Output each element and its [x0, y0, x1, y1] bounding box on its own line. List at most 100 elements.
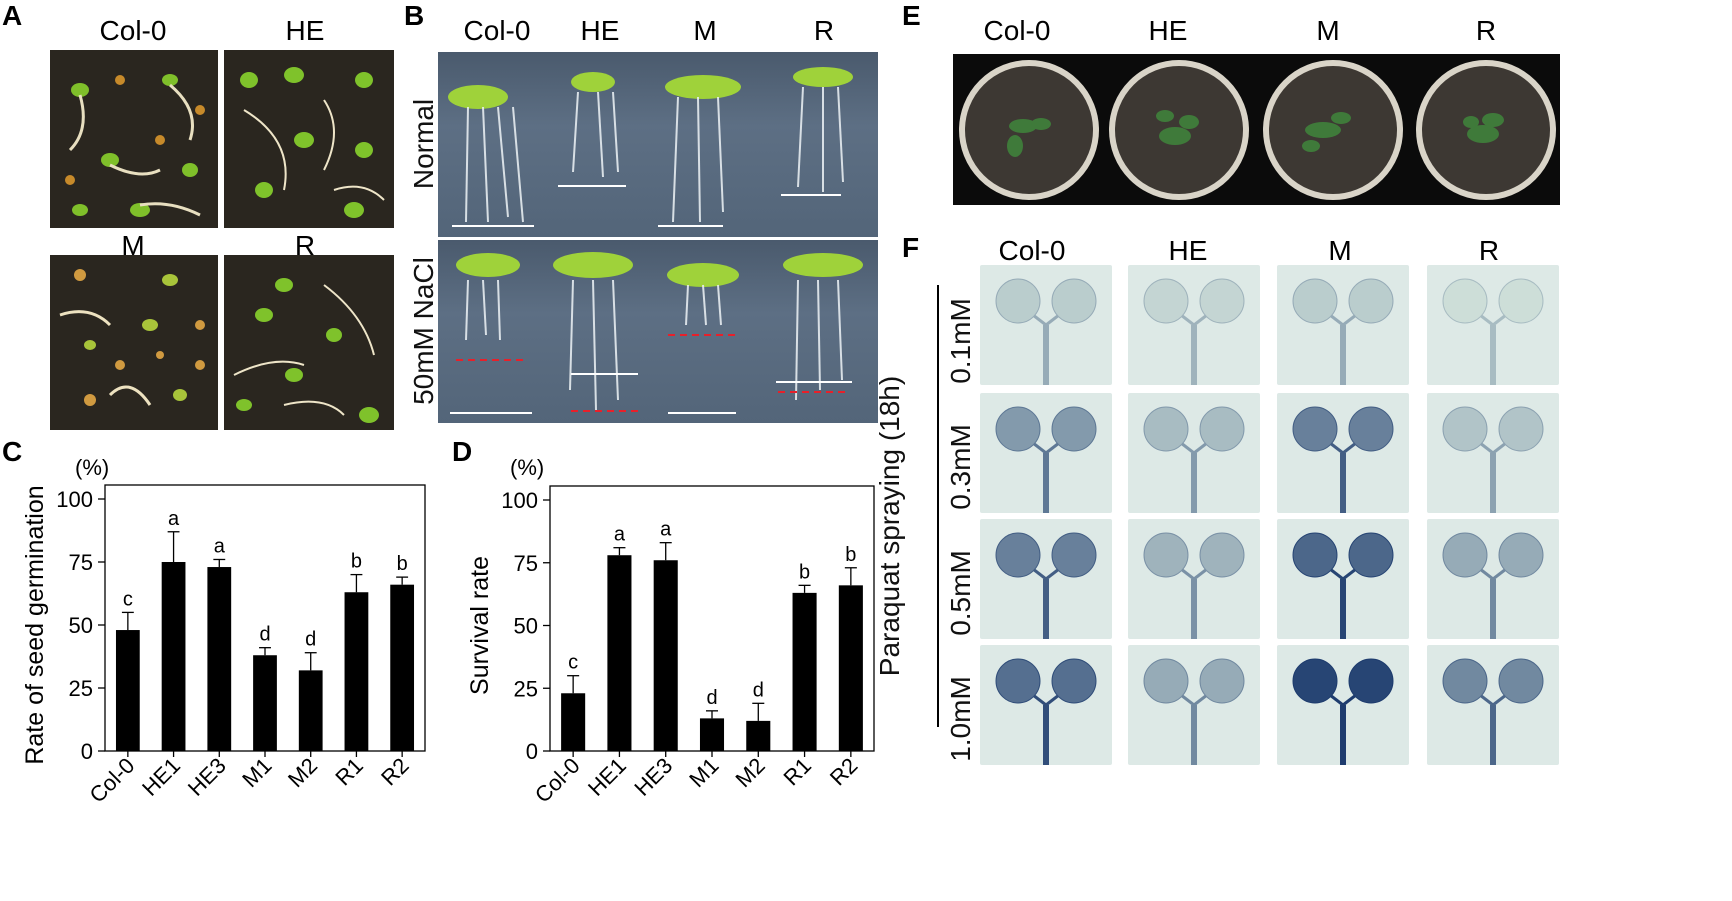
significance-letter: a	[214, 535, 226, 557]
cotyledon-leaf	[1199, 406, 1245, 452]
cotyledon-leaf	[995, 406, 1041, 452]
x-tick-label: M2	[283, 753, 322, 792]
cotyledon-leaf	[1292, 658, 1338, 704]
cotyledon-leaf	[1051, 278, 1097, 324]
panel-f-row-wrap-3: 1.0mM	[945, 668, 976, 768]
cotyledon-leaf	[1348, 532, 1394, 578]
panel-e-label-col0: Col-0	[983, 15, 1051, 46]
panel-f-row-wrap-0: 0.1mM	[945, 290, 976, 390]
y-tick-label: 0	[526, 739, 538, 764]
seedling-photo-he	[224, 50, 394, 228]
stained-seedling-photo	[1277, 265, 1409, 385]
panel-label-a: A	[2, 0, 23, 31]
cotyledon-leaf	[1199, 278, 1245, 324]
panel-a-label-col0: Col-0	[99, 15, 167, 46]
significance-letter: c	[123, 588, 133, 610]
stained-seedling-drawing	[1292, 406, 1394, 513]
panel-b-row-label-nacl-wrap: 50mM NaCl	[408, 240, 439, 423]
seedlings-r-drawing	[233, 278, 379, 423]
stained-seedling-drawing	[1442, 406, 1544, 513]
stained-seedling-photo	[980, 645, 1112, 765]
stained-seedling-photo	[1128, 519, 1260, 639]
y-axis-label: Survival rate	[466, 556, 494, 695]
cotyledon-leaf	[1442, 532, 1488, 578]
stained-seedling-photo	[980, 265, 1112, 385]
panel-f-label-m: M	[1328, 235, 1352, 266]
stained-seedling-photo	[1427, 265, 1559, 385]
cotyledon-leaf	[1348, 278, 1394, 324]
panel-e-label-r: R	[1475, 15, 1497, 46]
cotyledon-leaf	[1051, 406, 1097, 452]
bar	[298, 670, 323, 751]
panel-b-label-he: HE	[580, 15, 620, 46]
panel-f-label-r: R	[1478, 235, 1500, 266]
cotyledon-leaf	[995, 658, 1041, 704]
cotyledon-leaf	[1498, 278, 1544, 324]
cotyledon-leaf	[1143, 532, 1189, 578]
cotyledon-leaf	[1143, 406, 1189, 452]
panel-d-unit: (%)	[510, 455, 545, 480]
seedling-photo-r	[224, 255, 394, 430]
panel-a-label-he: HE	[285, 15, 325, 46]
cotyledon-leaf	[1292, 532, 1338, 578]
stained-seedling-photo	[1128, 265, 1260, 385]
panel-f-row-wrap-2: 0.5mM	[945, 542, 976, 642]
cotyledon-leaf	[1143, 278, 1189, 324]
stained-seedling-drawing	[995, 532, 1097, 639]
cotyledon-leaf	[1348, 406, 1394, 452]
bar	[792, 592, 817, 751]
significance-letter: d	[706, 687, 717, 709]
bar	[253, 655, 277, 751]
bar	[699, 718, 725, 751]
seedling-photo-col0	[50, 50, 218, 228]
cotyledon-leaf	[1292, 278, 1338, 324]
cotyledon-leaf	[1199, 658, 1245, 704]
bar	[115, 630, 140, 751]
panel-b-row-label-normal-wrap: Normal	[408, 52, 439, 237]
bar	[207, 567, 232, 751]
x-tick-label: HE3	[183, 753, 231, 801]
cotyledon-leaf	[1051, 532, 1097, 578]
bar	[607, 555, 632, 751]
x-tick-label: M2	[731, 753, 770, 792]
stained-seedling-photo	[1427, 519, 1559, 639]
panel-e-label-m: M	[1316, 15, 1340, 46]
bar	[561, 693, 586, 751]
y-tick-label: 75	[514, 551, 538, 576]
panel-label-e: E	[902, 0, 921, 31]
x-tick-label: HE1	[583, 753, 631, 801]
x-tick-label: R2	[825, 753, 863, 791]
cotyledon-leaf	[1051, 658, 1097, 704]
x-tick-label: Col-0	[530, 753, 585, 808]
cotyledon-leaf	[1498, 406, 1544, 452]
cotyledon-leaf	[1498, 532, 1544, 578]
stained-seedling-drawing	[1292, 532, 1394, 639]
stained-seedling-photo	[1277, 393, 1409, 513]
bar	[746, 720, 771, 751]
potted-plants-drawing	[959, 60, 1556, 200]
y-tick-label: 50	[514, 614, 538, 639]
significance-letter: b	[351, 551, 362, 573]
x-tick-label: R1	[779, 753, 817, 791]
cotyledon-leaf	[995, 278, 1041, 324]
root-plate-nacl-drawing	[450, 252, 863, 414]
stained-seedling-photo	[1427, 645, 1559, 765]
significance-letter: d	[305, 629, 316, 651]
stained-seedling-drawing	[1442, 658, 1544, 765]
stained-seedling-photo	[1277, 645, 1409, 765]
bar	[390, 584, 415, 751]
stained-seedling-photo	[1427, 393, 1559, 513]
y-tick-label: 25	[514, 676, 538, 701]
significance-letter: a	[168, 508, 180, 530]
y-tick-label: 25	[69, 676, 93, 701]
stained-seedling-drawing	[1143, 278, 1245, 385]
panel-f-row-label-0: 0.1mM	[945, 298, 976, 384]
seedlings-col0-drawing	[65, 74, 205, 217]
bar	[838, 585, 863, 751]
significance-letter: a	[614, 524, 626, 546]
root-plate-nacl	[438, 240, 878, 423]
stained-seedling-drawing	[1442, 532, 1544, 639]
panel-label-f: F	[902, 232, 920, 263]
stained-seedling-drawing	[995, 406, 1097, 513]
